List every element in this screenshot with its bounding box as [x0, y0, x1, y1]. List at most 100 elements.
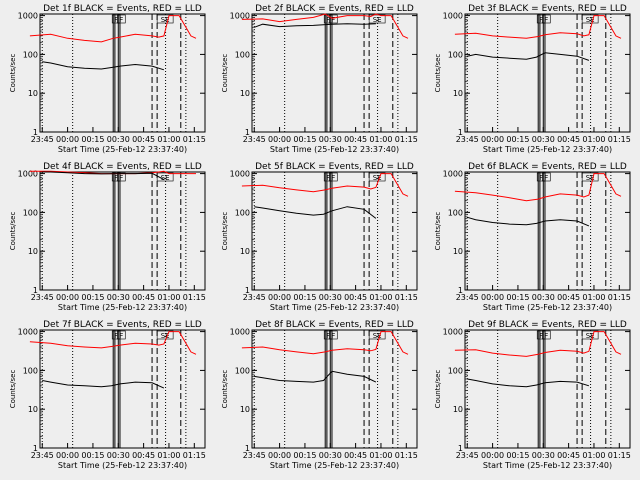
lld-series-line [29, 331, 197, 355]
event-label: F [119, 332, 123, 340]
event-label-box [541, 330, 551, 340]
x-axis-title: Start Time (25-Feb-12 23:37:40) [270, 303, 399, 312]
x-tick-label: 00:30 [107, 451, 130, 460]
event-label-box [111, 14, 121, 24]
y-tick-label: 10 [240, 405, 250, 414]
x-tick-label: 00:00 [56, 451, 79, 460]
event-label: F [331, 174, 335, 182]
x-tick-label: 01:15 [608, 451, 631, 460]
events-series-line [467, 52, 590, 61]
event-label-box [581, 330, 599, 340]
y-tick-label: 100 [23, 208, 38, 217]
event-label-box [368, 14, 386, 24]
x-tick-label: 23:45 [456, 293, 479, 302]
x-tick-label: 00:15 [293, 135, 316, 144]
y-tick-label: 1 [458, 286, 463, 295]
plot-title: Det 9f BLACK = Events, RED = LLD [468, 320, 627, 330]
lld-series-line [454, 173, 622, 202]
lld-series-line [241, 13, 409, 39]
plot-title: Det 7f BLACK = Events, RED = LLD [43, 320, 202, 330]
x-tick-label: 00:00 [481, 451, 504, 460]
events-series-line [467, 378, 590, 388]
y-tick-label: 1 [245, 444, 250, 453]
event-label-box [536, 14, 546, 24]
y-tick-label: 1000 [230, 170, 250, 179]
y-tick-label: 100 [235, 50, 250, 59]
x-tick-label: 00:30 [319, 451, 342, 460]
y-tick-label: 1 [245, 286, 250, 295]
x-tick-label: 00:00 [56, 293, 79, 302]
y-axis-title: Counts/sec [221, 370, 229, 409]
y-tick-label: 10 [453, 247, 463, 256]
event-label-box [116, 330, 126, 340]
events-series-line [254, 370, 377, 383]
x-tick-label: 00:45 [132, 293, 155, 302]
plot-panel: Det 1f BLACK = Events, RED = LLD F F SE 1 10 1… [9, 4, 206, 154]
y-tick-label: 1 [245, 128, 250, 137]
x-tick-label: 23:45 [31, 135, 54, 144]
event-label-box [368, 330, 386, 340]
x-tick-label: 23:45 [243, 293, 266, 302]
x-tick-label: 00:00 [268, 451, 291, 460]
event-label: F [114, 332, 118, 340]
y-tick-label: 100 [23, 50, 38, 59]
plot-title: Det 5f BLACK = Events, RED = LLD [255, 162, 414, 172]
plot-frame [251, 329, 418, 449]
y-axis-title: Counts/sec [434, 54, 442, 93]
lld-series-line [29, 15, 197, 43]
lld-series-line [454, 331, 622, 357]
x-tick-label: 00:15 [293, 293, 316, 302]
y-tick-label: 1000 [443, 328, 463, 337]
x-tick-label: 00:45 [557, 135, 580, 144]
y-tick-label: 100 [448, 50, 463, 59]
x-tick-label: 00:45 [344, 135, 367, 144]
event-label-box [541, 14, 551, 24]
x-tick-label: 00:30 [532, 451, 555, 460]
y-tick-label: 100 [235, 208, 250, 217]
x-tick-label: 00:15 [81, 451, 104, 460]
event-label-box [156, 14, 174, 24]
x-tick-label: 01:00 [157, 135, 180, 144]
x-tick-label: 00:30 [107, 135, 130, 144]
y-tick-label: 1000 [230, 328, 250, 337]
x-tick-label: 01:00 [582, 135, 605, 144]
x-tick-label: 00:30 [532, 293, 555, 302]
y-axis-title: Counts/sec [434, 212, 442, 251]
y-axis-title: Counts/sec [9, 54, 17, 93]
x-axis-title: Start Time (25-Feb-12 23:37:40) [58, 461, 187, 470]
x-tick-label: 00:00 [268, 135, 291, 144]
plot-panel: Det 7f BLACK = Events, RED = LLD F F SE 1 10 1… [9, 320, 206, 470]
event-label: SE [373, 174, 382, 182]
y-tick-label: 10 [240, 247, 250, 256]
lld-series-line [241, 173, 409, 197]
event-label-box [111, 172, 121, 182]
event-label-box [368, 172, 386, 182]
events-series-line [42, 61, 165, 71]
event-label: SE [586, 332, 595, 340]
x-axis-title: Start Time (25-Feb-12 23:37:40) [270, 145, 399, 154]
event-label-box [111, 330, 121, 340]
y-tick-label: 1 [33, 128, 38, 137]
y-axis-title: Counts/sec [221, 54, 229, 93]
x-tick-label: 00:15 [506, 135, 529, 144]
event-label-box [328, 330, 338, 340]
event-label: F [326, 16, 330, 24]
y-axis-title: Counts/sec [221, 212, 229, 251]
event-label-box [116, 172, 126, 182]
y-tick-label: 10 [453, 89, 463, 98]
x-axis-title: Start Time (25-Feb-12 23:37:40) [58, 303, 187, 312]
x-tick-label: 01:15 [183, 451, 206, 460]
events-series-line [42, 380, 165, 389]
event-label: F [331, 16, 335, 24]
y-axis-title: Counts/sec [434, 370, 442, 409]
x-tick-label: 01:15 [395, 293, 418, 302]
event-label: SE [161, 174, 170, 182]
x-tick-label: 23:45 [31, 451, 54, 460]
event-label: F [544, 174, 548, 182]
plot-panel: Det 5f BLACK = Events, RED = LLD F F SE 1 10 1… [221, 162, 418, 312]
x-tick-label: 00:15 [506, 293, 529, 302]
